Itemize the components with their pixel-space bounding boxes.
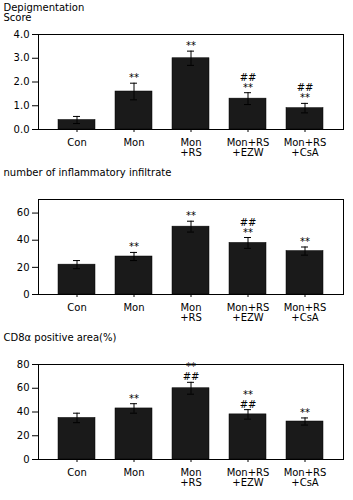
svg-text:**: ** <box>186 210 196 221</box>
svg-text:40: 40 <box>17 406 30 417</box>
svg-text:20: 20 <box>17 430 30 441</box>
svg-text:1.0: 1.0 <box>14 100 30 111</box>
svg-text:Mon+RS: Mon+RS <box>180 302 202 323</box>
svg-text:**##: **## <box>240 389 257 410</box>
svg-text:Mon: Mon <box>123 302 144 313</box>
svg-text:0: 0 <box>23 454 29 465</box>
svg-text:number of inflammatory infiltr: number of inflammatory infiltrate <box>4 167 172 178</box>
svg-text:Mon+RS+EZW: Mon+RS+EZW <box>227 137 270 158</box>
svg-text:Con: Con <box>67 302 86 313</box>
svg-text:60: 60 <box>17 382 30 393</box>
svg-text:DepigmentationScore: DepigmentationScore <box>4 2 85 23</box>
svg-text:**: ** <box>129 72 139 83</box>
svg-text:60: 60 <box>17 207 30 218</box>
svg-text:0: 0 <box>23 289 29 300</box>
svg-text:Mon+RS+CsA: Mon+RS+CsA <box>284 467 327 488</box>
svg-text:3.0: 3.0 <box>14 52 30 63</box>
svg-text:CD8α positive area(%): CD8α positive area(%) <box>4 332 117 343</box>
svg-text:**: ** <box>129 393 139 404</box>
svg-text:**: ** <box>129 241 139 252</box>
svg-text:Con: Con <box>67 467 86 478</box>
svg-text:Con: Con <box>67 137 86 148</box>
svg-text:80: 80 <box>17 359 30 370</box>
svg-text:4.0: 4.0 <box>14 29 30 40</box>
svg-text:20: 20 <box>17 262 30 273</box>
svg-text:Mon+RS+EZW: Mon+RS+EZW <box>227 467 270 488</box>
svg-text:**: ** <box>186 40 196 51</box>
svg-text:Mon+RS+EZW: Mon+RS+EZW <box>227 302 270 323</box>
svg-text:##**: ##** <box>240 217 257 238</box>
svg-text:##**: ##** <box>297 82 314 103</box>
svg-text:40: 40 <box>17 234 30 245</box>
svg-text:**: ** <box>300 407 310 418</box>
svg-text:**: ** <box>300 236 310 247</box>
svg-text:0.0: 0.0 <box>14 124 30 135</box>
svg-text:Mon: Mon <box>123 467 144 478</box>
svg-text:Mon: Mon <box>123 137 144 148</box>
svg-text:Mon+RS: Mon+RS <box>180 467 202 488</box>
svg-text:Mon+RS+CsA: Mon+RS+CsA <box>284 137 327 158</box>
svg-text:##**: ##** <box>240 72 257 93</box>
svg-text:2.0: 2.0 <box>14 76 30 87</box>
svg-text:Mon+RS: Mon+RS <box>180 137 202 158</box>
svg-text:Mon+RS+CsA: Mon+RS+CsA <box>284 302 327 323</box>
